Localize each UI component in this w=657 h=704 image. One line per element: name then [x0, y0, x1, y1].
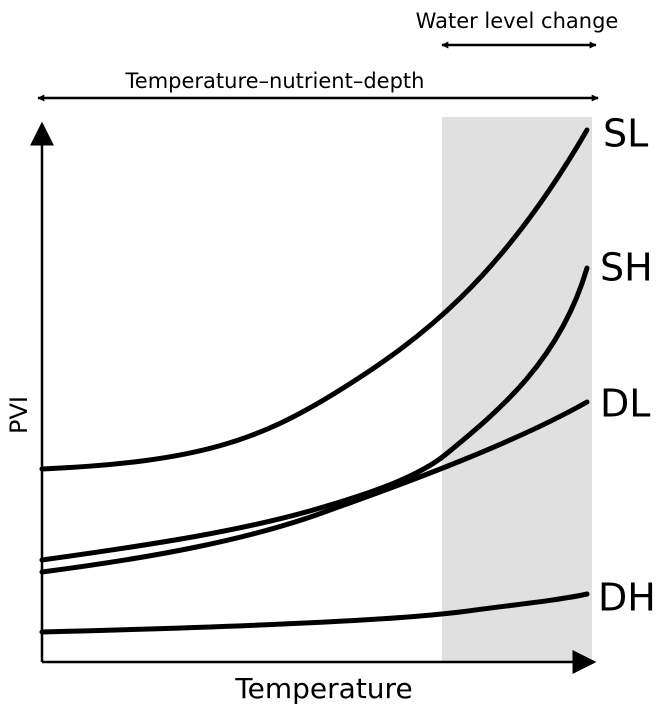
- curve: [39, 127, 590, 472]
- x-axis-label: Temperature: [234, 672, 412, 704]
- curve-label: SL: [603, 112, 648, 156]
- curve-label: SH: [600, 246, 653, 290]
- gradient-label: Temperature–nutrient–depth: [125, 69, 425, 93]
- curve-label: DH: [598, 576, 656, 620]
- y-axis-label: PVI: [5, 396, 33, 434]
- curve: [39, 265, 590, 563]
- curve: [39, 591, 590, 635]
- curve-label: DL: [600, 382, 650, 426]
- curve: [39, 399, 590, 575]
- water-level-label: Water level change: [416, 9, 619, 33]
